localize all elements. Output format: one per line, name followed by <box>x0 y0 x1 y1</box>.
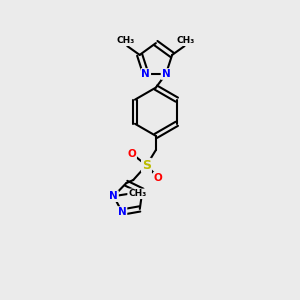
Text: S: S <box>142 159 151 172</box>
Text: CH₃: CH₃ <box>177 36 195 45</box>
Text: N: N <box>162 69 170 79</box>
Text: CH₃: CH₃ <box>128 189 146 198</box>
Text: O: O <box>128 148 136 158</box>
Text: N: N <box>142 69 150 79</box>
Text: N: N <box>109 191 118 201</box>
Text: O: O <box>154 173 163 183</box>
Text: CH₃: CH₃ <box>117 36 135 45</box>
Text: N: N <box>118 207 127 217</box>
